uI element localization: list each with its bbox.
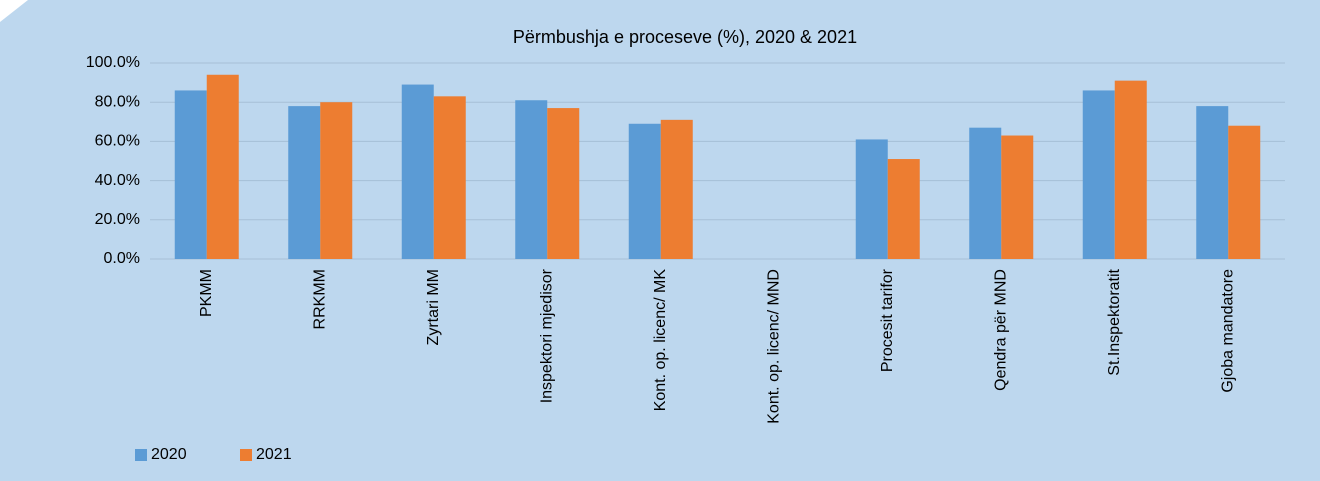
bar — [515, 100, 548, 260]
bar — [969, 127, 1002, 260]
bar — [1082, 90, 1115, 259]
bar — [887, 159, 920, 259]
x-tick-label: Gjoba mandatore — [1219, 269, 1236, 393]
x-tick-label: St.Inspektoratit — [1106, 268, 1123, 375]
x-tick-label: PKMM — [198, 269, 215, 317]
y-tick-label: 40.0% — [95, 172, 140, 189]
y-tick-label: 0.0% — [104, 250, 140, 267]
bar — [288, 106, 321, 260]
x-tick-label: Procesit tarifor — [879, 268, 896, 372]
y-tick-label: 100.0% — [86, 54, 140, 71]
y-tick-label: 20.0% — [95, 211, 140, 228]
chart-title: Përmbushja e proceseve (%), 2020 & 2021 — [513, 27, 857, 47]
bar — [1196, 106, 1229, 260]
y-tick-label: 60.0% — [95, 133, 140, 150]
bar — [1114, 80, 1147, 259]
y-tick-label: 80.0% — [95, 93, 140, 110]
bar — [855, 139, 888, 259]
legend-swatch — [135, 449, 147, 461]
legend-label: 2021 — [256, 446, 292, 463]
bar — [628, 123, 661, 259]
corner-decoration — [0, 0, 28, 22]
x-tick-label: Kont. op. licenc/ MND — [765, 269, 782, 424]
bar — [433, 96, 466, 259]
x-tick-label: Inspektori mjedisor — [538, 268, 555, 403]
x-tick-label: Zyrtari MM — [425, 269, 442, 345]
legend-swatch — [240, 449, 252, 461]
bar — [206, 74, 239, 259]
bar — [1228, 125, 1261, 259]
legend-label: 2020 — [151, 446, 187, 463]
bar — [320, 102, 353, 259]
bar — [547, 108, 580, 259]
x-tick-label: RRKMM — [311, 269, 328, 329]
x-tick-label: Kont. op. licenc/ MK — [652, 269, 669, 412]
bar — [174, 90, 207, 259]
bar — [660, 119, 693, 259]
x-tick-label: Qendra për MND — [992, 269, 1009, 391]
bar — [401, 84, 434, 259]
bar — [1001, 135, 1034, 259]
